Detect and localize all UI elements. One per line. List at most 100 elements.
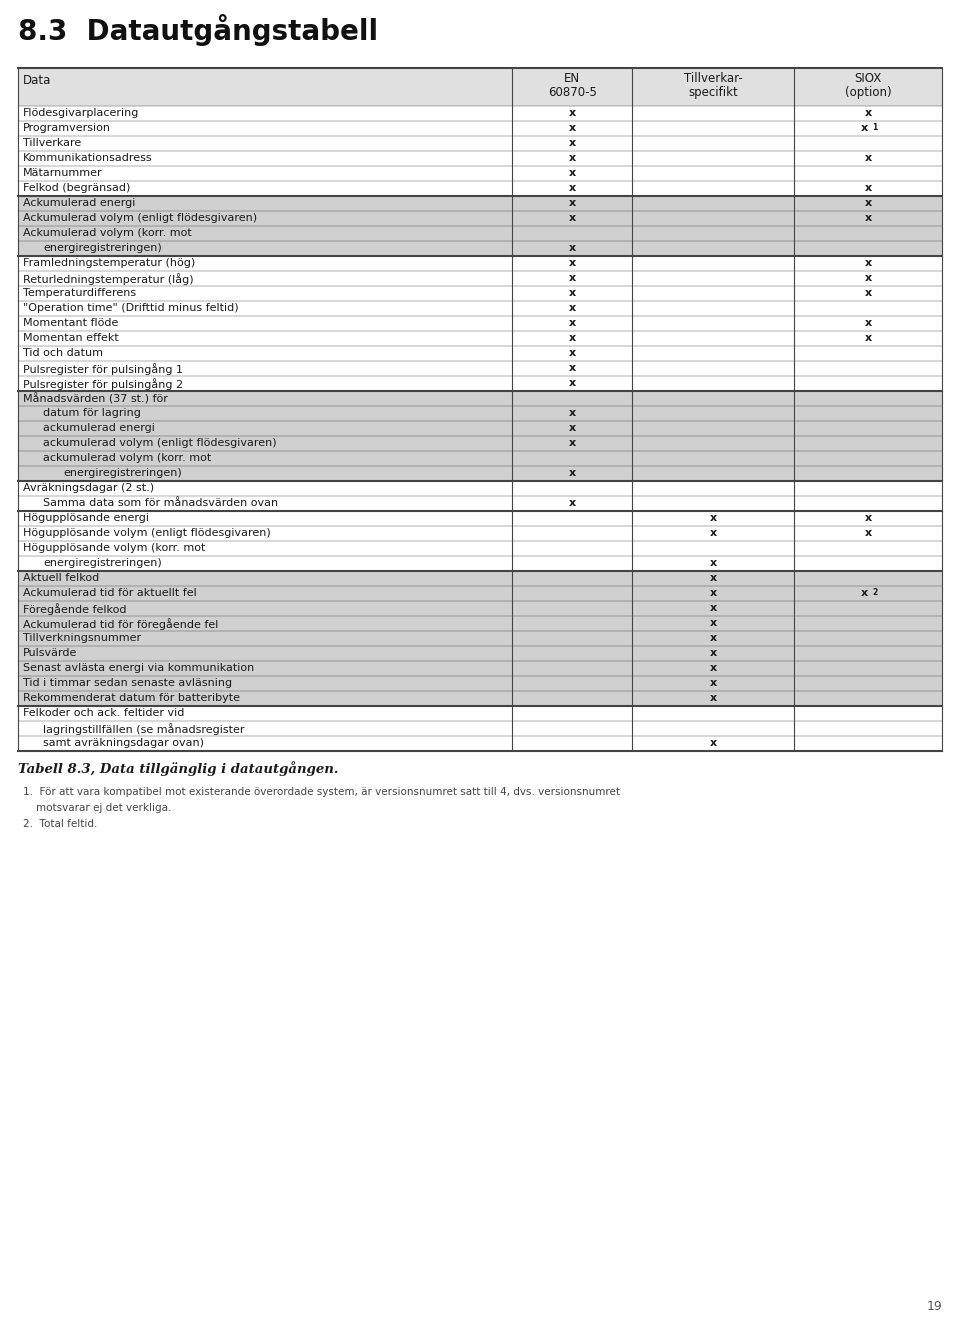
Bar [18,632,942,646]
Text: x: x [709,573,717,583]
Text: Data: Data [23,74,52,88]
Text: x: x [860,123,868,133]
Bar [18,316,942,330]
Text: x: x [865,318,872,328]
Text: x: x [569,348,576,358]
Bar [18,466,942,480]
Text: Högupplösande energi: Högupplösande energi [23,514,149,523]
Text: x: x [709,588,717,598]
Bar [18,68,942,106]
Bar [18,361,942,376]
Text: x: x [865,198,872,208]
Text: energiregistreringen): energiregistreringen) [43,243,161,253]
Text: Framledningstemperatur (hög): Framledningstemperatur (hög) [23,257,195,268]
Text: Pulsvärde: Pulsvärde [23,648,78,658]
Text: x: x [709,738,717,748]
Bar [18,287,942,301]
Text: energiregistreringen): energiregistreringen) [43,557,161,568]
Text: EN: EN [564,72,581,85]
Bar [18,121,942,135]
Bar [18,721,942,736]
Bar [18,451,942,466]
Bar [18,736,942,751]
Text: x: x [709,633,717,644]
Text: ackumulerad volym (korr. mot: ackumulerad volym (korr. mot [43,453,211,463]
Text: x: x [569,423,576,433]
Text: Mätarnummer: Mätarnummer [23,169,103,178]
Text: Föregående felkod: Föregående felkod [23,602,127,614]
Text: Pulsregister för pulsingång 2: Pulsregister för pulsingång 2 [23,378,183,390]
Text: datum för lagring: datum för lagring [43,407,141,418]
Text: 2.  Total feltid.: 2. Total feltid. [23,819,97,829]
Text: Tillverkare: Tillverkare [23,138,82,149]
Text: x: x [709,602,717,613]
Text: x: x [569,273,576,283]
Text: 2: 2 [872,588,877,597]
Text: x: x [569,333,576,342]
Text: x: x [569,257,576,268]
Bar [18,571,942,587]
Text: "Operation time" (Drifttid minus feltid): "Operation time" (Drifttid minus feltid) [23,303,239,313]
Text: Temperaturdifferens: Temperaturdifferens [23,288,136,299]
Text: ackumulerad energi: ackumulerad energi [43,423,155,433]
Text: x: x [569,468,576,478]
Text: x: x [569,107,576,118]
Bar [18,691,942,706]
Text: Aktuell felkod: Aktuell felkod [23,573,99,583]
Bar [18,151,942,166]
Bar [18,211,942,226]
Text: Ackumulerad volym (enligt flödesgivaren): Ackumulerad volym (enligt flödesgivaren) [23,214,257,223]
Text: Tabell 8.3, Data tillgänglig i datautgången.: Tabell 8.3, Data tillgänglig i datautgån… [18,760,339,776]
Text: Avräkningsdagar (2 st.): Avräkningsdagar (2 st.) [23,483,155,494]
Bar [18,166,942,180]
Text: Månadsvärden (37 st.) för: Månadsvärden (37 st.) för [23,393,168,405]
Text: Flödesgivarplacering: Flödesgivarplacering [23,107,139,118]
Text: 1.  För att vara kompatibel mot existerande överordade system, är versionsnumret: 1. För att vara kompatibel mot existeran… [23,787,620,798]
Text: x: x [865,153,872,163]
Text: x: x [709,678,717,687]
Bar [18,511,942,525]
Bar [18,646,942,661]
Text: specifikt: specifikt [688,86,738,100]
Text: x: x [569,364,576,373]
Text: (option): (option) [845,86,892,100]
Text: x: x [569,153,576,163]
Text: 19: 19 [926,1300,942,1312]
Bar [18,346,942,361]
Text: x: x [709,664,717,673]
Text: Tillverkningsnummer: Tillverkningsnummer [23,633,141,644]
Text: Momentan effekt: Momentan effekt [23,333,119,342]
Bar [18,242,942,256]
Text: SIOX: SIOX [854,72,881,85]
Text: x: x [709,618,717,628]
Text: Ackumulerad energi: Ackumulerad energi [23,198,135,208]
Text: x: x [865,514,872,523]
Text: x: x [569,198,576,208]
Text: ackumulerad volym (enligt flödesgivaren): ackumulerad volym (enligt flödesgivaren) [43,438,276,449]
Bar [18,616,942,632]
Bar [18,661,942,675]
Text: x: x [569,318,576,328]
Text: x: x [569,407,576,418]
Text: Momentant flöde: Momentant flöde [23,318,118,328]
Text: x: x [569,243,576,253]
Text: samt avräkningsdagar ovan): samt avräkningsdagar ovan) [43,738,204,748]
Bar [18,301,942,316]
Text: Tillverkar-: Tillverkar- [684,72,743,85]
Text: x: x [860,588,868,598]
Text: x: x [569,378,576,387]
Text: x: x [709,528,717,537]
Bar [18,180,942,196]
Text: x: x [709,514,717,523]
Text: Programversion: Programversion [23,123,111,133]
Bar [18,601,942,616]
Bar [18,406,942,421]
Text: Ackumulerad volym (korr. mot: Ackumulerad volym (korr. mot [23,228,192,238]
Text: x: x [865,183,872,192]
Text: Högupplösande volym (enligt flödesgivaren): Högupplösande volym (enligt flödesgivare… [23,528,271,537]
Bar [18,556,942,571]
Text: x: x [865,273,872,283]
Bar [18,391,942,406]
Bar [18,675,942,691]
Text: x: x [569,123,576,133]
